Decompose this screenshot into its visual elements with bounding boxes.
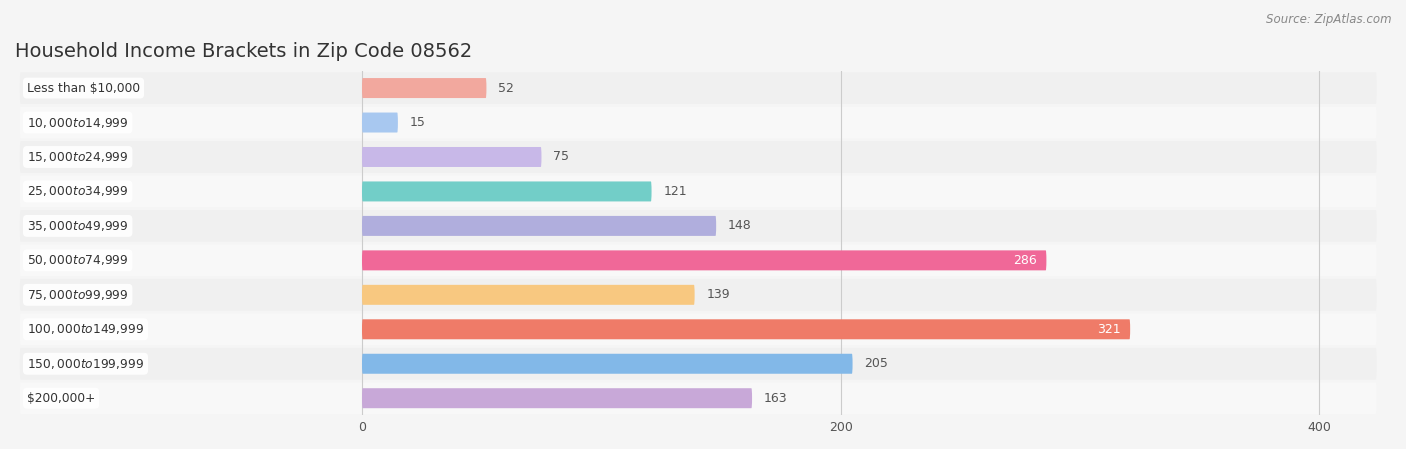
FancyBboxPatch shape [20, 210, 1376, 242]
FancyBboxPatch shape [361, 147, 541, 167]
Text: 205: 205 [865, 357, 889, 370]
FancyBboxPatch shape [361, 78, 486, 98]
Text: 148: 148 [728, 220, 752, 233]
FancyBboxPatch shape [20, 348, 1376, 379]
FancyBboxPatch shape [361, 354, 852, 374]
Text: $200,000+: $200,000+ [27, 392, 96, 405]
Text: $50,000 to $74,999: $50,000 to $74,999 [27, 253, 128, 267]
Text: 321: 321 [1097, 323, 1121, 336]
Text: 163: 163 [763, 392, 787, 405]
FancyBboxPatch shape [20, 141, 1376, 173]
Text: $35,000 to $49,999: $35,000 to $49,999 [27, 219, 128, 233]
Text: $75,000 to $99,999: $75,000 to $99,999 [27, 288, 128, 302]
FancyBboxPatch shape [20, 72, 1376, 104]
Text: 15: 15 [411, 116, 426, 129]
FancyBboxPatch shape [20, 107, 1376, 138]
FancyBboxPatch shape [20, 176, 1376, 207]
Text: Source: ZipAtlas.com: Source: ZipAtlas.com [1267, 13, 1392, 26]
Text: 52: 52 [498, 82, 515, 95]
Text: $15,000 to $24,999: $15,000 to $24,999 [27, 150, 128, 164]
FancyBboxPatch shape [361, 285, 695, 305]
Text: 121: 121 [664, 185, 688, 198]
FancyBboxPatch shape [361, 181, 651, 202]
FancyBboxPatch shape [20, 279, 1376, 311]
Text: $10,000 to $14,999: $10,000 to $14,999 [27, 115, 128, 129]
FancyBboxPatch shape [361, 216, 716, 236]
FancyBboxPatch shape [20, 313, 1376, 345]
Text: $150,000 to $199,999: $150,000 to $199,999 [27, 357, 143, 371]
FancyBboxPatch shape [20, 245, 1376, 276]
Text: $25,000 to $34,999: $25,000 to $34,999 [27, 185, 128, 198]
FancyBboxPatch shape [361, 388, 752, 408]
Text: Household Income Brackets in Zip Code 08562: Household Income Brackets in Zip Code 08… [15, 42, 472, 61]
FancyBboxPatch shape [361, 319, 1130, 339]
Text: 286: 286 [1014, 254, 1036, 267]
Text: $100,000 to $149,999: $100,000 to $149,999 [27, 322, 143, 336]
FancyBboxPatch shape [20, 383, 1376, 414]
Text: 75: 75 [554, 150, 569, 163]
Text: 139: 139 [707, 288, 730, 301]
FancyBboxPatch shape [361, 251, 1046, 270]
FancyBboxPatch shape [361, 113, 398, 132]
Text: Less than $10,000: Less than $10,000 [27, 82, 141, 95]
